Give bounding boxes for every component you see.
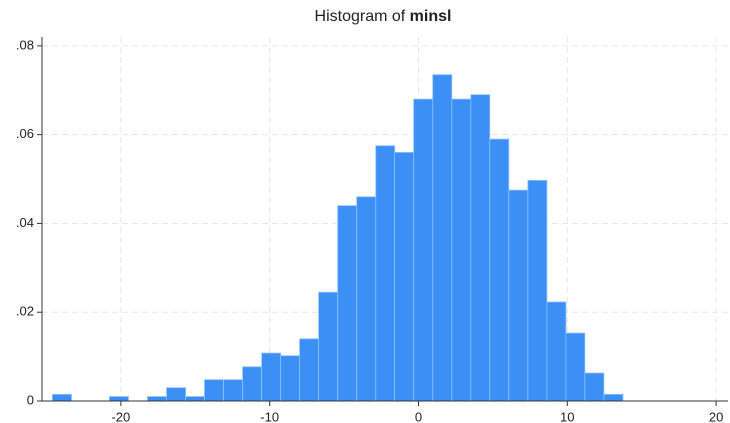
bar <box>242 366 263 402</box>
y-tick-label: .08 <box>16 37 34 52</box>
chart-title: Histogram of minsl <box>315 8 452 25</box>
bar <box>337 205 358 402</box>
bar <box>109 396 129 402</box>
bar <box>280 355 300 402</box>
bar <box>584 372 605 402</box>
x-tick-label: 10 <box>560 409 574 423</box>
y-tick-label: .04 <box>16 215 34 230</box>
bar <box>185 396 205 402</box>
bar <box>318 291 339 402</box>
title-variable: minsl <box>410 8 452 25</box>
y-tick-label: .06 <box>16 126 34 141</box>
bar <box>432 74 453 402</box>
bar <box>204 379 224 402</box>
y-tick-label: 0 <box>27 392 34 407</box>
x-tick-label: 0 <box>415 409 422 423</box>
bar <box>603 393 624 402</box>
bar <box>356 196 377 402</box>
x-tick-label: -10 <box>260 409 279 423</box>
bar <box>413 98 434 402</box>
bar <box>375 145 396 402</box>
bar <box>299 338 320 402</box>
bar <box>527 179 548 402</box>
bar <box>52 393 72 402</box>
bar <box>470 94 491 402</box>
bar <box>546 301 567 402</box>
x-tick-label: 20 <box>709 409 723 423</box>
x-tick-label: -20 <box>111 409 130 423</box>
bar <box>394 152 415 402</box>
bar <box>166 387 186 402</box>
bar <box>223 379 243 402</box>
bar <box>565 332 586 402</box>
bar <box>261 352 282 402</box>
bar <box>489 138 510 402</box>
bar <box>508 189 529 402</box>
bar <box>147 396 167 402</box>
bar <box>451 98 472 402</box>
title-text: Histogram of <box>315 8 406 25</box>
y-tick-label: .02 <box>16 304 34 319</box>
